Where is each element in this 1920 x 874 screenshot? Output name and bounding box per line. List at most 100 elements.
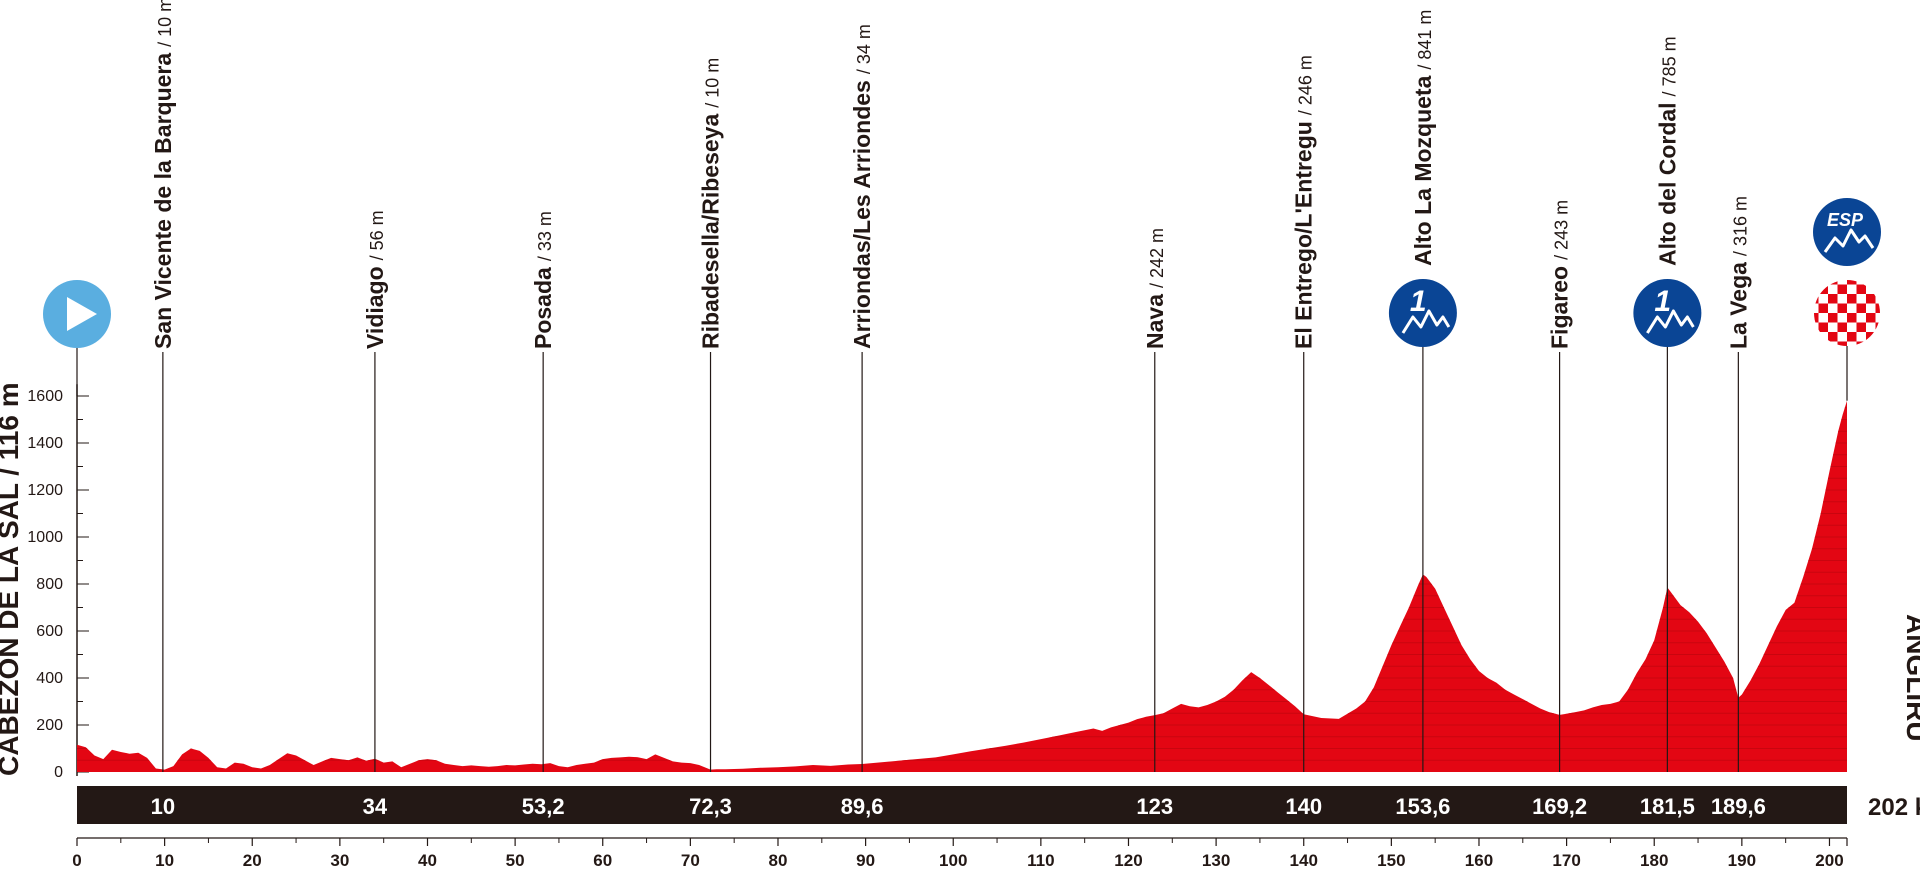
climb-category: 1 <box>1410 285 1427 318</box>
checker-square <box>1866 280 1876 285</box>
place-name-text: Vidiago <box>362 266 388 349</box>
climb-cat1-icon: 1 <box>1388 279 1457 347</box>
checker-square <box>1837 341 1847 346</box>
place-name-text: Arriondas/Les Arriondes <box>849 80 875 349</box>
special-climb-icon: ESP <box>1813 198 1881 266</box>
place-altitude: / 785 m <box>1659 36 1679 96</box>
checker-square <box>1866 294 1876 304</box>
place-name-text: El Entrego/L'Entregu <box>1291 121 1317 349</box>
x-tick-label: 30 <box>330 851 349 870</box>
place-name: Nava / 242 m <box>1142 228 1168 349</box>
checker-square <box>1866 313 1876 323</box>
place-altitude: / 242 m <box>1147 228 1167 288</box>
total-distance-label: 202 km <box>1868 794 1920 821</box>
y-tick-label: 1000 <box>27 529 63 546</box>
place-name: San Vicente de la Barquera / 10 m <box>150 0 176 349</box>
distance-label: 53,2 <box>522 794 565 819</box>
place-name: Ribadesella/Ribeseya / 10 m <box>698 58 724 349</box>
special-badge-circle <box>1813 198 1881 266</box>
distance-label: 140 <box>1285 794 1322 819</box>
checker-square <box>1837 322 1847 332</box>
mountain-icon <box>1823 228 1875 253</box>
distance-bar <box>77 786 1847 824</box>
place-label: Ribadesella/Ribeseya / 10 m <box>698 58 724 349</box>
place-name-text: Posada <box>530 267 556 349</box>
place-altitude: / 243 m <box>1552 200 1572 260</box>
place-name: Alto del Cordal / 785 m <box>1654 36 1680 266</box>
x-tick-label: 90 <box>856 851 875 870</box>
checker-square <box>1814 332 1819 342</box>
place-altitude: / 316 m <box>1730 196 1750 256</box>
x-tick-label: 70 <box>681 851 700 870</box>
place-altitude: / 10 m <box>703 58 723 108</box>
climb-cat1-icon: 1 <box>1633 279 1702 347</box>
checker-square <box>1875 303 1880 313</box>
checker-square <box>1828 313 1838 323</box>
place-name: La Vega / 316 m <box>1725 196 1751 349</box>
x-tick-label: 110 <box>1027 851 1054 870</box>
x-tick-label: 180 <box>1640 851 1668 870</box>
mountain-icon <box>1646 309 1695 334</box>
distance-label: 169,2 <box>1532 794 1587 819</box>
x-tick-label: 190 <box>1728 851 1756 870</box>
x-tick-label: 0 <box>72 851 81 870</box>
y-tick-label: 600 <box>36 623 63 640</box>
distance-label: 34 <box>363 794 388 819</box>
place-name: Posada / 33 m <box>530 211 556 349</box>
checker-square <box>1875 284 1880 294</box>
finish-marker: ESP <box>1813 198 1881 401</box>
x-tick-label: 160 <box>1465 851 1493 870</box>
x-tick-label: 120 <box>1114 851 1142 870</box>
place-label: Posada / 33 m <box>530 211 556 349</box>
checker-square <box>1875 341 1880 346</box>
distance-label: 10 <box>151 794 175 819</box>
y-tick-label: 0 <box>54 764 63 781</box>
place-label: Figareo / 243 m <box>1547 200 1573 349</box>
distance-label: 189,6 <box>1711 794 1766 819</box>
x-tick-label: 10 <box>155 851 174 870</box>
x-tick-label: 50 <box>506 851 525 870</box>
checker-square <box>1866 332 1876 342</box>
start-town-label: CABEZÓN DE LA SAL / 116 m <box>0 382 24 776</box>
x-tick-label: 130 <box>1202 851 1230 870</box>
place-name: Vidiago / 56 m <box>362 210 388 349</box>
play-icon <box>67 297 97 331</box>
place-label: El Entrego/L'Entregu / 246 m <box>1291 55 1317 349</box>
checker-square <box>1847 294 1857 304</box>
place-label: Alto La Mozqueta / 841 m <box>1410 10 1436 266</box>
checker-square <box>1875 322 1880 332</box>
place-altitude: / 246 m <box>1296 55 1316 115</box>
checker-square <box>1818 341 1828 346</box>
checker-square <box>1856 341 1866 346</box>
checker-square <box>1847 313 1857 323</box>
special-badge-text: ESP <box>1827 210 1864 230</box>
x-tick-label: 150 <box>1377 851 1405 870</box>
place-altitude: / 56 m <box>367 210 387 260</box>
y-tick-label: 200 <box>36 717 63 734</box>
place-label: Vidiago / 56 m <box>362 210 388 349</box>
mountain-icon <box>1401 309 1451 334</box>
start-marker <box>43 280 111 396</box>
place-name: El Entrego/L'Entregu / 246 m <box>1291 55 1317 349</box>
y-tick-label: 1600 <box>27 388 63 405</box>
checkered-flag-icon <box>1814 280 1880 346</box>
y-axis: 0 200 400 600 800 1000 1200 1400 1600 <box>27 384 89 781</box>
place-label: La Vega / 316 m <box>1725 196 1751 349</box>
x-tick-label: 80 <box>769 851 788 870</box>
checker-square <box>1818 284 1828 294</box>
y-tick-label: 400 <box>36 670 63 687</box>
x-tick-label: 40 <box>418 851 437 870</box>
x-tick-label: 170 <box>1552 851 1580 870</box>
place-label: Alto del Cordal / 785 m <box>1654 36 1680 266</box>
place-altitude: / 34 m <box>854 24 874 74</box>
distance-label: 72,3 <box>689 794 732 819</box>
place-name-text: Alto del Cordal <box>1654 102 1680 266</box>
climb-category: 1 <box>1654 285 1671 318</box>
place-name-text: Alto La Mozqueta <box>1410 75 1436 266</box>
profile-shading <box>77 407 1847 761</box>
finish-town-label: ANGLIRU <box>1901 614 1920 742</box>
place-altitude: / 841 m <box>1415 10 1435 70</box>
place-name-text: Ribadesella/Ribeseya <box>698 114 724 349</box>
checker-square <box>1837 284 1847 294</box>
y-tick-label: 1400 <box>27 435 63 452</box>
